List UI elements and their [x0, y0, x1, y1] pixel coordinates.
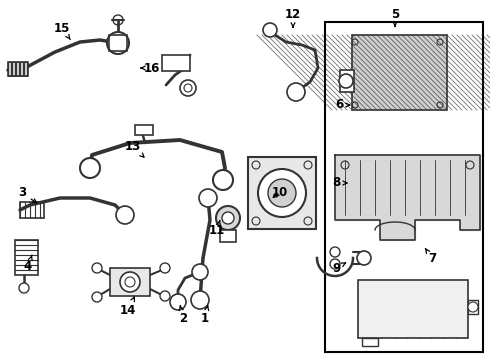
Text: 11: 11	[209, 221, 225, 237]
Text: 10: 10	[272, 185, 288, 198]
Bar	[340, 70, 354, 92]
Text: 5: 5	[391, 8, 399, 26]
Circle shape	[170, 294, 186, 310]
Text: 14: 14	[120, 297, 136, 316]
Text: 1: 1	[201, 306, 209, 324]
Bar	[352, 35, 447, 110]
Circle shape	[468, 302, 478, 312]
Bar	[8, 62, 11, 76]
Circle shape	[213, 170, 233, 190]
Bar	[248, 157, 316, 229]
Circle shape	[330, 247, 340, 257]
Text: 2: 2	[179, 306, 187, 324]
Circle shape	[216, 206, 240, 230]
Text: 9: 9	[332, 261, 345, 274]
Circle shape	[287, 83, 305, 101]
Bar	[109, 35, 127, 51]
Circle shape	[339, 74, 353, 88]
Bar	[110, 268, 150, 296]
Circle shape	[80, 158, 100, 178]
Circle shape	[357, 251, 371, 265]
Polygon shape	[335, 155, 480, 240]
Bar	[468, 300, 478, 314]
Circle shape	[160, 263, 170, 273]
Bar	[325, 22, 483, 352]
Circle shape	[263, 23, 277, 37]
Bar	[20, 62, 23, 76]
Bar	[352, 35, 447, 110]
Text: 15: 15	[54, 22, 70, 40]
Circle shape	[258, 169, 306, 217]
Circle shape	[19, 283, 29, 293]
Circle shape	[92, 263, 102, 273]
Bar	[362, 338, 378, 346]
Text: 16: 16	[141, 62, 160, 75]
Bar	[162, 55, 190, 71]
Circle shape	[222, 212, 234, 224]
Bar	[24, 62, 27, 76]
Bar	[16, 62, 19, 76]
Text: 4: 4	[24, 255, 32, 274]
Bar	[8, 62, 28, 76]
Circle shape	[107, 32, 129, 54]
Bar	[15, 240, 38, 275]
Bar	[358, 280, 468, 338]
Circle shape	[199, 189, 217, 207]
Circle shape	[192, 264, 208, 280]
Text: 8: 8	[332, 176, 347, 189]
Text: 3: 3	[18, 186, 37, 203]
Circle shape	[191, 291, 209, 309]
Bar	[12, 62, 15, 76]
Circle shape	[116, 206, 134, 224]
Circle shape	[92, 292, 102, 302]
Circle shape	[268, 179, 296, 207]
Text: 13: 13	[125, 140, 144, 157]
Circle shape	[330, 259, 340, 269]
Bar	[135, 125, 153, 135]
Circle shape	[180, 80, 196, 96]
Circle shape	[160, 291, 170, 301]
Bar	[220, 230, 236, 242]
Text: 7: 7	[425, 249, 436, 265]
Text: 6: 6	[335, 99, 350, 112]
Text: 12: 12	[285, 9, 301, 27]
Bar	[20, 202, 44, 218]
Circle shape	[120, 272, 140, 292]
